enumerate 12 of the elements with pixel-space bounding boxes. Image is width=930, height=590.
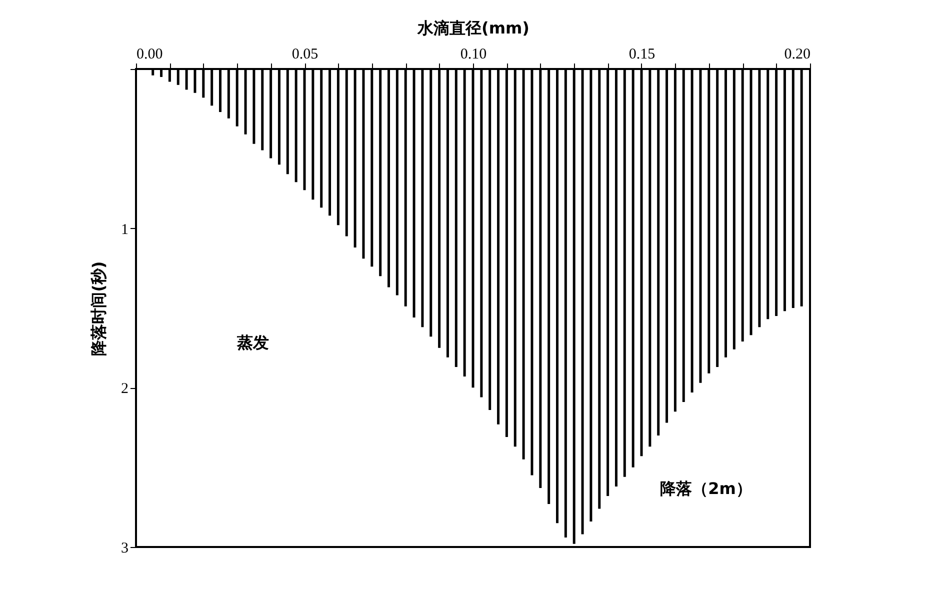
y-tick-label: 3 [121,540,128,556]
annotation: 降落（2m） [660,479,752,498]
y-tick-label: 2 [121,381,128,398]
x-axis-title: 水滴直径(mm) [416,18,530,38]
x-tick-label: 0.10 [460,46,487,62]
annotation: 蒸发 [236,333,269,352]
x-tick-label: 0.20 [784,46,810,62]
y-axis-title: 降落时间(秒) [89,261,108,356]
y-tick-label: 1 [121,222,128,238]
x-tick-label: 0.05 [292,46,318,62]
x-tick-label: 0.15 [628,46,656,62]
x-tick-label: 0.00 [136,46,163,62]
